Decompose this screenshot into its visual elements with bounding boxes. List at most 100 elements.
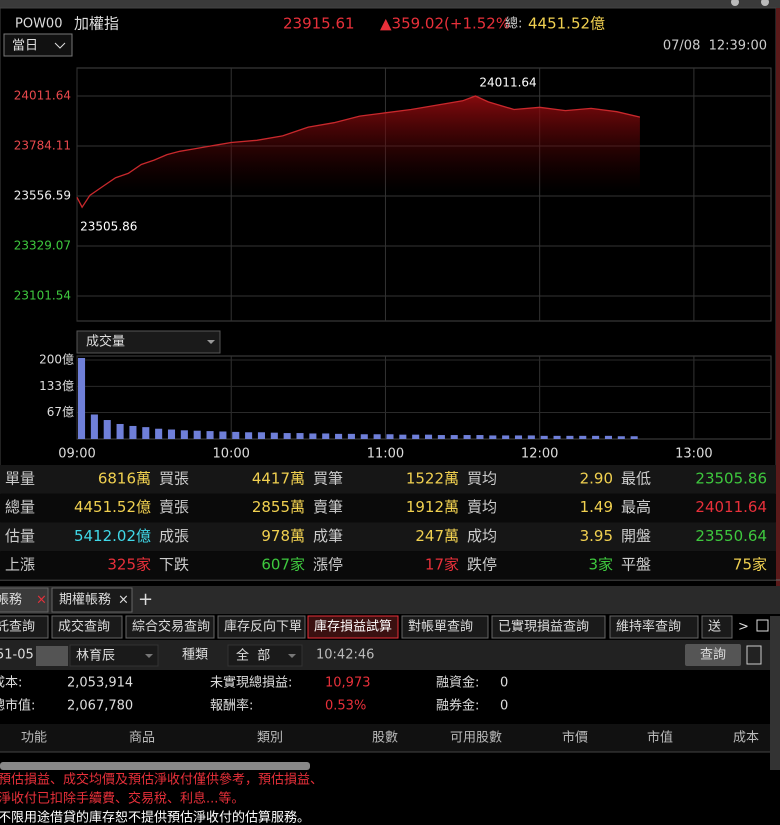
stat-value: 24011.64 [695,498,767,516]
tab-label: 期權帳務 [59,593,111,608]
indicator-select[interactable] [76,330,221,354]
subtab-label: 已實現損益查詢 [498,619,589,635]
summary-value: 10,973 [325,676,371,691]
subtab[interactable] [217,615,306,639]
y-tick-label: 23784.11 [14,139,71,153]
y-tick-label: 67億 [47,405,74,419]
note: 預估損益、成交均價及預估淨收付僅供參考，預估損益、 [0,772,323,788]
close-icon[interactable]: × [118,593,129,608]
tab[interactable] [51,587,133,613]
stat-value: 5412.02億 [74,527,151,545]
subtab[interactable] [491,615,606,639]
code: POW00 [15,17,62,32]
y-tick-label: 23556.59 [14,189,71,203]
volume-bar [155,428,163,439]
time: 10:42:46 [316,648,374,663]
summary-value: 2,053,914 [67,676,133,691]
stat-label: 賣筆 [313,498,343,516]
settings-icon[interactable] [761,0,769,6]
summary-value: 0.53% [325,699,366,714]
volume-bar [412,434,420,439]
volume-bar [360,434,368,439]
subtab-label: 對帳單查詢 [408,619,473,635]
stat-value: 75家 [733,556,767,574]
volume-bar [437,435,445,439]
volume-bar [630,436,638,439]
subtab-label: 託查詢 [0,619,35,635]
column-label: 類別 [257,731,283,746]
volume-bar [553,435,561,439]
volume-bar [373,434,381,439]
subtab[interactable] [307,615,399,639]
volume-bar [566,435,574,439]
volume-bar [322,433,330,439]
volume-bar [502,435,510,439]
volume-bar [386,434,394,439]
subtab[interactable] [51,615,123,639]
x-tick-label: 12:00 [521,447,558,462]
volume-bar [129,425,137,439]
add-tab[interactable]: + [138,589,153,610]
type-select[interactable] [227,644,303,667]
price-line [76,95,641,209]
y-tick-label: 23329.07 [14,239,71,253]
stat-label: 跌停 [467,556,497,574]
volume-bar [617,436,625,439]
price: 23915.61 [283,15,355,33]
vscroll[interactable] [770,616,780,770]
period-select[interactable] [3,33,73,57]
summary-value: 0 [500,676,508,691]
subtab-label: 成交查詢 [58,619,110,635]
subtab-label: 維持率查詢 [616,619,681,635]
settings-icon[interactable] [731,0,739,6]
stat-label: 成均 [467,527,497,545]
subtab[interactable] [0,615,49,639]
volume-bar [167,429,176,439]
summary-label: 融資金: [436,675,479,691]
subtab[interactable] [125,615,215,639]
column-label: 成本 [733,731,759,746]
user-select[interactable] [69,644,159,667]
stat-value: 247萬 [415,527,459,545]
volume-bar [116,423,124,439]
summary-label: 總市值: [0,698,35,714]
volume-bar [335,433,343,439]
stat-value: 23550.64 [695,527,767,545]
export-icon[interactable] [746,645,762,665]
volume-bar [103,420,111,439]
subtab-label: 送 [708,620,721,635]
subtab[interactable] [401,615,489,639]
volume-bar [206,431,214,439]
close-icon[interactable]: × [36,593,47,608]
subtab-label: 綜合交易查詢 [132,619,210,635]
column-label: 市值 [647,730,673,746]
stat-label: 賣均 [467,498,497,516]
tab[interactable] [0,587,49,613]
stat-label: 漲停 [313,556,343,574]
volume-bar [296,433,304,439]
stat-value: 1912萬 [406,498,459,516]
stat-label: 估量 [5,527,35,545]
x-tick-label: 10:00 [212,447,249,462]
stat-value: 978萬 [261,527,305,545]
arrow: > [738,620,749,635]
scrollbar[interactable] [0,762,310,770]
volume-bar [463,435,471,439]
volume-bar [142,427,150,439]
period: 當日 [12,39,38,54]
column-label: 功能 [21,731,47,746]
stat-label: 開盤 [621,527,651,545]
subtab[interactable] [701,615,733,639]
name: 加權指 [74,15,119,33]
subtab[interactable] [609,615,699,639]
stat-value: 17家 [425,556,459,574]
top-strip [0,0,780,8]
volume-bar [489,435,497,439]
stat-value: 325家 [107,556,151,574]
volume-bar [604,435,612,439]
stat-value: 2855萬 [252,498,305,516]
volume-bar [540,435,548,439]
query-button[interactable] [685,644,741,666]
